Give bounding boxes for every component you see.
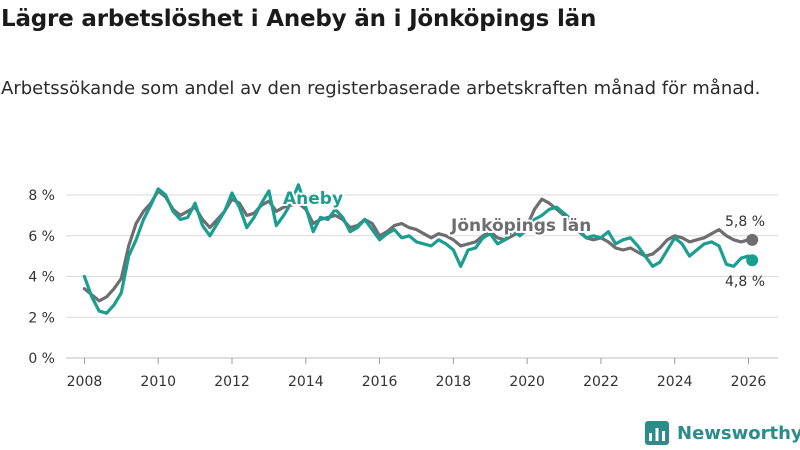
x-tick-label: 2014 bbox=[288, 374, 324, 390]
y-tick-label: 8 % bbox=[28, 188, 55, 204]
series-label-jonkopings-lan: Jönköpings län bbox=[450, 216, 591, 236]
series-label-aneby: Aneby bbox=[283, 189, 343, 209]
x-tick-label: 2024 bbox=[657, 374, 693, 390]
label-layer: 5,8 % 4,8 % Aneby Jönköpings län bbox=[281, 187, 765, 290]
newsworthy-logo: Newsworthy bbox=[645, 420, 800, 446]
series-layer bbox=[82, 183, 759, 315]
grid-layer bbox=[66, 194, 778, 359]
series-line-jonkopings-lan bbox=[82, 189, 754, 303]
x-tick-label: 2022 bbox=[583, 374, 619, 390]
newsworthy-bars-icon bbox=[645, 421, 669, 445]
chart-title: Lägre arbetslöshet i Aneby än i Jönköpin… bbox=[1, 6, 597, 32]
x-tick-label: 2016 bbox=[362, 374, 398, 390]
x-tick-label: 2026 bbox=[731, 374, 767, 390]
x-tick-label: 2008 bbox=[67, 374, 103, 390]
brand-name: Newsworthy bbox=[677, 422, 800, 444]
x-tick-label: 2010 bbox=[140, 374, 176, 390]
y-tick-label: 2 % bbox=[28, 310, 55, 326]
x-tick-label: 2020 bbox=[509, 374, 545, 390]
y-tick-label: 0 % bbox=[28, 351, 55, 367]
end-label-jonkopings-lan: 5,8 % bbox=[725, 214, 765, 230]
chart-subtitle: Arbetssökande som andel av den registerb… bbox=[1, 78, 761, 99]
end-point-aneby bbox=[746, 254, 759, 267]
y-tick-label: 4 % bbox=[28, 270, 55, 286]
axis-layer: 0 % 2 % 4 % 6 % 8 % 2008 2010 2012 2014 2016 2018 2… bbox=[28, 188, 766, 390]
x-tick-label: 2018 bbox=[436, 374, 472, 390]
y-tick-label: 6 % bbox=[28, 229, 55, 245]
x-tick-label: 2012 bbox=[214, 374, 250, 390]
series-line-aneby bbox=[82, 183, 754, 315]
end-label-aneby: 4,8 % bbox=[725, 274, 765, 290]
end-point-jonkopings-lan bbox=[746, 233, 759, 246]
